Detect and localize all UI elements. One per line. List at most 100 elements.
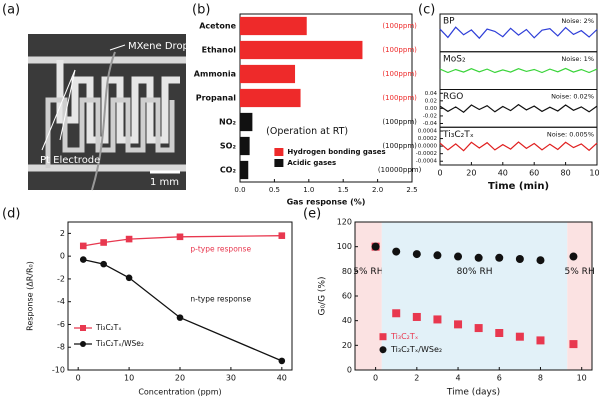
bar (240, 136, 250, 156)
x-tick-label: 2.0 (372, 186, 383, 194)
y-tick-label: -0.04 (423, 121, 438, 127)
data-point (125, 274, 133, 282)
panel-label: (e) (303, 207, 321, 222)
data-point (278, 232, 286, 239)
x-tick-label: 1.0 (303, 186, 314, 194)
data-point (495, 253, 504, 262)
noise-label: Noise: 0.005% (547, 130, 594, 138)
series-label: Ti₃C₂Tₓ (442, 130, 474, 140)
legend-marker (80, 325, 86, 331)
note: (Operation at RT) (266, 126, 348, 137)
trace (439, 67, 598, 74)
annotation: (100ppm) (382, 118, 417, 126)
x-tick-label: 0 (76, 374, 81, 383)
annotation: (100ppm) (382, 70, 417, 78)
region-label: 80% RH (457, 267, 493, 277)
data-point (569, 340, 578, 349)
y-tick-label: 40 (342, 316, 352, 325)
data-point (454, 320, 463, 329)
bar (240, 88, 301, 108)
data-point (412, 312, 421, 321)
y-tick-label: 0.04 (425, 91, 438, 97)
x-tick-label: 100 (589, 169, 600, 178)
legend-marker (379, 346, 387, 354)
category-label: SO₂ (220, 142, 237, 151)
micrograph-label: Pt Electrode (40, 155, 100, 166)
legend-swatch (274, 159, 284, 167)
noise-label: Noise: 0.02% (551, 93, 594, 101)
annotation: (100ppm) (382, 46, 417, 54)
data-point (454, 252, 463, 261)
legend-swatch (274, 148, 284, 156)
x-tick-label: 30 (226, 374, 236, 383)
y-tick-label: 0.02 (425, 98, 437, 104)
y-tick-label: 60 (342, 292, 352, 301)
electrode-comb (56, 60, 180, 144)
category-label: NO₂ (219, 118, 236, 127)
data-point (278, 357, 286, 365)
data-point (125, 235, 133, 243)
x-tick-label: 0.0 (234, 186, 245, 194)
x-tick-label: 80 (561, 169, 571, 178)
y-tick-label: -0.0004 (416, 159, 438, 165)
data-point (474, 324, 483, 333)
region-label: 5% RH (353, 267, 383, 277)
data-point (100, 260, 107, 268)
legend-label: Ti₃C₂Tₓ (390, 332, 419, 341)
data-point (412, 250, 421, 259)
x-tick-label: 20 (466, 169, 476, 178)
legend-marker (80, 341, 86, 347)
x-tick-label: 4 (455, 374, 460, 383)
bar (240, 160, 249, 180)
series-label: MoS₂ (443, 54, 466, 64)
y-tick-label: -10 (52, 366, 65, 375)
legend-label: Acidic gases (287, 159, 336, 167)
x-tick-label: 1.5 (338, 186, 349, 194)
category-label: Ethanol (202, 46, 237, 55)
y-tick-label: 100 (337, 242, 352, 251)
x-tick-label: 8 (538, 374, 543, 383)
data-point (433, 251, 442, 260)
y-tick-label: -0.0002 (416, 151, 437, 157)
x-axis-label: Time (days) (446, 388, 500, 398)
micrograph: MXene Drop Pt Electrode 1 mm (28, 34, 189, 191)
y-tick-label: 0.0000 (418, 144, 438, 150)
electrode-bar (28, 56, 186, 172)
panel-label: (c) (418, 3, 435, 18)
y-tick-label: 2 (60, 229, 65, 238)
bar (240, 40, 363, 60)
y-tick-label: -4 (57, 297, 65, 306)
y-tick-label: 120 (337, 218, 352, 227)
legend-marker (379, 333, 387, 341)
x-tick-label: 10 (124, 374, 134, 383)
y-tick-label: -0.02 (423, 113, 437, 119)
x-axis-label: Gas response (%) (287, 198, 366, 207)
annotation: (10000ppm) (378, 166, 422, 174)
x-axis-label: Time (min) (488, 181, 549, 192)
x-tick-label: 6 (497, 374, 502, 383)
x-tick-label: 2 (414, 374, 419, 383)
trace (439, 141, 598, 152)
y-tick-label: 80 (342, 267, 352, 276)
trace (439, 103, 598, 113)
x-tick-label: 40 (498, 169, 508, 178)
y-tick-label: 0 (347, 366, 352, 375)
panel-label: (a) (2, 3, 20, 18)
y-tick-label: 0.0002 (418, 136, 437, 142)
legend-label: Ti₃C₂Tₓ/WSe₂ (390, 345, 442, 354)
bar (240, 16, 307, 36)
data-point (79, 242, 87, 250)
data-point (515, 255, 524, 263)
data-point (392, 309, 401, 318)
category-label: Propanal (196, 94, 237, 103)
x-tick-label: 10 (577, 374, 587, 383)
annotation: (100ppm) (382, 142, 417, 150)
x-tick-label: 0.5 (269, 186, 280, 194)
bar (240, 112, 253, 132)
data-point (392, 247, 401, 256)
annotation: (100ppm) (382, 94, 417, 102)
panel-label: (b) (192, 3, 210, 18)
data-point (100, 239, 107, 246)
y-tick-label: -8 (57, 343, 65, 352)
pointer (41, 69, 76, 151)
